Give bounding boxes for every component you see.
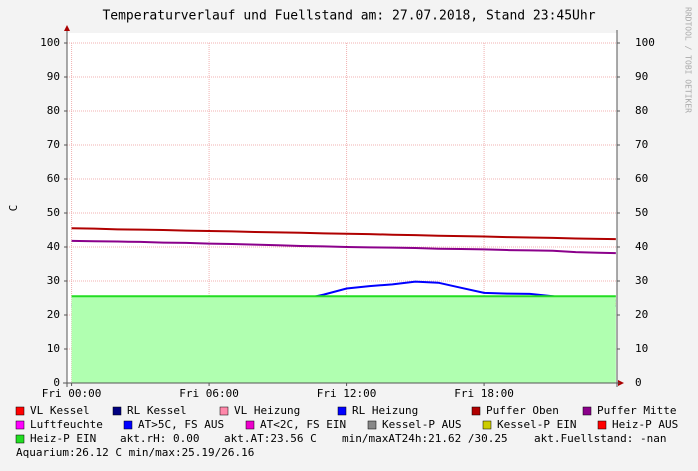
legend-swatch xyxy=(245,420,255,430)
legend-label: Kessel-P AUS xyxy=(382,418,461,431)
legend-text: min/maxAT24h:21.62 /30.25 xyxy=(342,432,508,445)
y-tick-label: 70 xyxy=(47,138,60,151)
legend-swatch xyxy=(15,434,25,444)
legend-swatch xyxy=(337,406,347,416)
legend-swatch xyxy=(112,406,122,416)
legend-text: akt.Fuellstand: -nan xyxy=(534,432,666,445)
legend-label: Puffer Oben xyxy=(486,404,559,417)
x-tick-label: Fri 12:00 xyxy=(317,387,377,400)
legend-swatch xyxy=(597,420,607,430)
y-arrow xyxy=(64,25,70,31)
line xyxy=(71,239,616,255)
legend-swatch xyxy=(482,420,492,430)
y-tick-label: 40 xyxy=(47,240,60,253)
y-tick-label: 80 xyxy=(47,104,60,117)
legend-label: RL Heizung xyxy=(352,404,418,417)
legend-text: akt.AT:23.56 C xyxy=(224,432,317,445)
chart-title: Temperaturverlauf und Fuellstand am: 27.… xyxy=(102,9,595,24)
y-tick-label: 10 xyxy=(47,342,60,355)
y2-tick-label: 80 xyxy=(635,104,648,117)
x-tick-label: Fri 06:00 xyxy=(179,387,239,400)
y-tick-label: 0 xyxy=(53,376,60,389)
y-tick-label: 90 xyxy=(47,70,60,83)
y2-tick-label: 50 xyxy=(635,206,648,219)
legend-text: akt.rH: 0.00 xyxy=(120,432,199,445)
x-tick-label: Fri 18:00 xyxy=(454,387,514,400)
y2-tick-label: 40 xyxy=(635,240,648,253)
y2-tick-label: 20 xyxy=(635,308,648,321)
watermark: RRDTOOL / TOBI OETIKER xyxy=(684,7,693,113)
line xyxy=(71,227,616,241)
data xyxy=(71,227,616,383)
x-arrow xyxy=(618,380,624,386)
legend-label: VL Kessel xyxy=(30,404,90,417)
y-tick-label: 30 xyxy=(47,274,60,287)
legend-text: Aquarium:26.12 C min/max:25.19/26.16 xyxy=(16,446,254,459)
legend-swatch xyxy=(15,406,25,416)
ticks: 0 10 20 30 40 50 60 70 80 90 100 0 10 20 30 40 50 60 70 80 9… xyxy=(40,36,655,400)
legend-label: Heiz-P AUS xyxy=(612,418,678,431)
y2-tick-label: 0 xyxy=(635,376,642,389)
legend-label: Kessel-P EIN xyxy=(497,418,576,431)
legend-swatch xyxy=(15,420,25,430)
legend-label: Heiz-P EIN xyxy=(30,432,96,445)
y-axis-label: C xyxy=(7,205,20,212)
legend-swatch xyxy=(219,406,229,416)
y2-tick-label: 60 xyxy=(635,172,648,185)
legend-label: Luftfeuchte xyxy=(30,418,103,431)
y-tick-label: 100 xyxy=(40,36,60,49)
y-tick-label: 60 xyxy=(47,172,60,185)
y2-tick-label: 90 xyxy=(635,70,648,83)
legend-label: VL Heizung xyxy=(234,404,300,417)
y2-tick-label: 70 xyxy=(635,138,648,151)
legend: VL Kessel RL Kessel VL Heizung RL Heizung Pu… xyxy=(15,404,678,459)
legend-label: RL Kessel xyxy=(127,404,187,417)
y-tick-label: 50 xyxy=(47,206,60,219)
legend-swatch xyxy=(582,406,592,416)
legend-swatch xyxy=(367,420,377,430)
legend-label: AT<2C, FS EIN xyxy=(260,418,346,431)
legend-swatch xyxy=(471,406,481,416)
legend-label: AT>5C, FS AUS xyxy=(138,418,224,431)
legend-swatch xyxy=(123,420,133,430)
y-tick-label: 20 xyxy=(47,308,60,321)
x-tick-label: Fri 00:00 xyxy=(42,387,102,400)
y2-tick-label: 100 xyxy=(635,36,655,49)
grid xyxy=(67,42,617,384)
y2-tick-label: 30 xyxy=(635,274,648,287)
legend-label: Puffer Mitte xyxy=(597,404,676,417)
area xyxy=(71,296,616,383)
y2-tick-label: 10 xyxy=(635,342,648,355)
